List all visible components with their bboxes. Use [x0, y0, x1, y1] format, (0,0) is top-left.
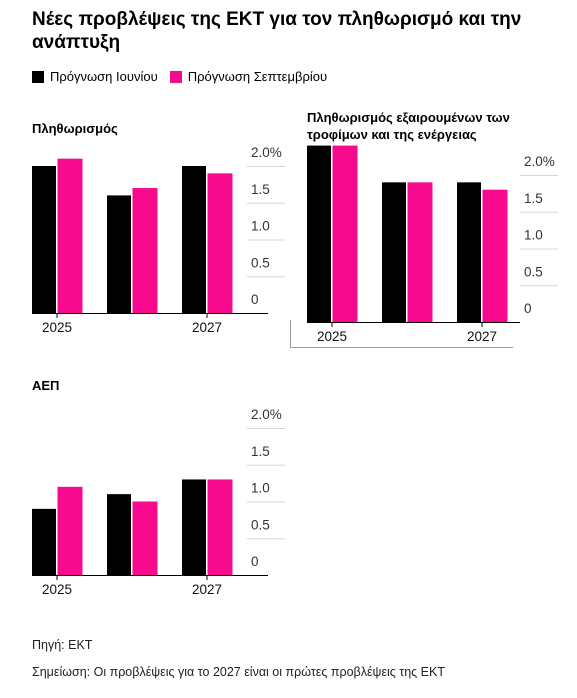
core-inflation-chart: 0 0.5 1.0 1.5 2.0% 2025 2027: [307, 145, 558, 344]
page-title: Νέες προβλέψεις της ΕΚΤ για τον πληθωρισ…: [32, 9, 522, 53]
inflation-x-tick-label: 2025: [42, 320, 72, 335]
gdp-y-tick-label: 2.0%: [251, 407, 282, 422]
core-inflation-bar-september-2025: [332, 145, 358, 322]
gdp-y-tick-label: 0: [251, 554, 259, 569]
inflation-bar-september-2027: [207, 173, 233, 313]
core-inflation-chart-frame: [290, 320, 513, 348]
gdp-bar-june-2025: [32, 508, 56, 575]
gdp-x-tick-label: 2025: [42, 582, 72, 597]
gdp-bar-june-2026: [107, 494, 131, 575]
core-inflation-y-tick-label: 0: [524, 301, 532, 316]
gdp-x-tick-label: 2027: [192, 582, 222, 597]
inflation-y-tick-label: 2.0%: [251, 145, 282, 160]
gdp-bar-september-2026: [132, 501, 158, 575]
gdp-chart-title: ΑΕΠ: [32, 378, 60, 393]
inflation-chart-title: Πληθωρισμός: [32, 121, 118, 136]
gdp-bar-september-2027: [207, 479, 233, 575]
gdp-y-tick-label: 1.0: [251, 481, 270, 496]
gdp-y-tick-label: 1.5: [251, 444, 270, 459]
legend-swatch-september: [169, 70, 182, 83]
inflation-bar-june-2026: [107, 195, 131, 313]
inflation-chart: 0 0.5 1.0 1.5 2.0% 2025 2027: [32, 145, 285, 335]
inflation-y-tick-label: 0: [251, 292, 259, 307]
legend-item-june: Πρόγνωση Ιουνίου: [32, 69, 158, 84]
inflation-bar-june-2025: [32, 166, 56, 313]
core-inflation-chart-title: Πληθωρισμός εξαιρουμένων των τροφίμων κα…: [307, 110, 510, 142]
core-inflation-bar-june-2026: [382, 182, 406, 322]
core-inflation-y-tick-label: 1.5: [524, 191, 543, 206]
legend-label-june: Πρόγνωση Ιουνίου: [50, 69, 158, 84]
legend-swatch-june: [32, 70, 44, 83]
core-inflation-y-tick-label: 2.0%: [524, 154, 555, 169]
legend-label-september: Πρόγνωση Σεπτεμβρίου: [187, 69, 328, 84]
core-inflation-bar-september-2027: [482, 189, 508, 322]
gdp-y-tick-label: 0.5: [251, 517, 270, 532]
gdp-bar-september-2025: [57, 486, 83, 575]
inflation-y-tick-label: 1.0: [251, 219, 270, 234]
core-inflation-y-tick-label: 0.5: [524, 264, 543, 279]
gdp-bar-june-2027: [182, 479, 206, 575]
inflation-bar-june-2027: [182, 166, 206, 313]
inflation-x-tick-label: 2027: [192, 320, 222, 335]
core-inflation-bar-june-2025: [307, 145, 331, 322]
core-inflation-bar-june-2027: [457, 182, 481, 322]
core-inflation-x-tick-label: 2027: [467, 329, 497, 344]
footnote: Σημείωση: Οι προβλέψεις για το 2027 είνα…: [32, 665, 445, 679]
inflation-bar-september-2025: [57, 158, 83, 313]
legend-item-september: Πρόγνωση Σεπτεμβρίου: [169, 69, 328, 84]
legend: Πρόγνωση Ιουνίου Πρόγνωση Σεπτεμβρίου: [32, 69, 339, 84]
core-inflation-bar-september-2026: [407, 182, 433, 322]
source-note: Πηγή: ΕΚΤ: [32, 638, 93, 652]
inflation-bar-september-2026: [132, 188, 158, 313]
core-inflation-x-tick-label: 2025: [317, 329, 347, 344]
core-inflation-y-tick-label: 1.0: [524, 228, 543, 243]
gdp-chart: 0 0.5 1.0 1.5 2.0% 2025 2027: [32, 407, 285, 597]
inflation-y-tick-label: 0.5: [251, 255, 270, 270]
inflation-y-tick-label: 1.5: [251, 182, 270, 197]
